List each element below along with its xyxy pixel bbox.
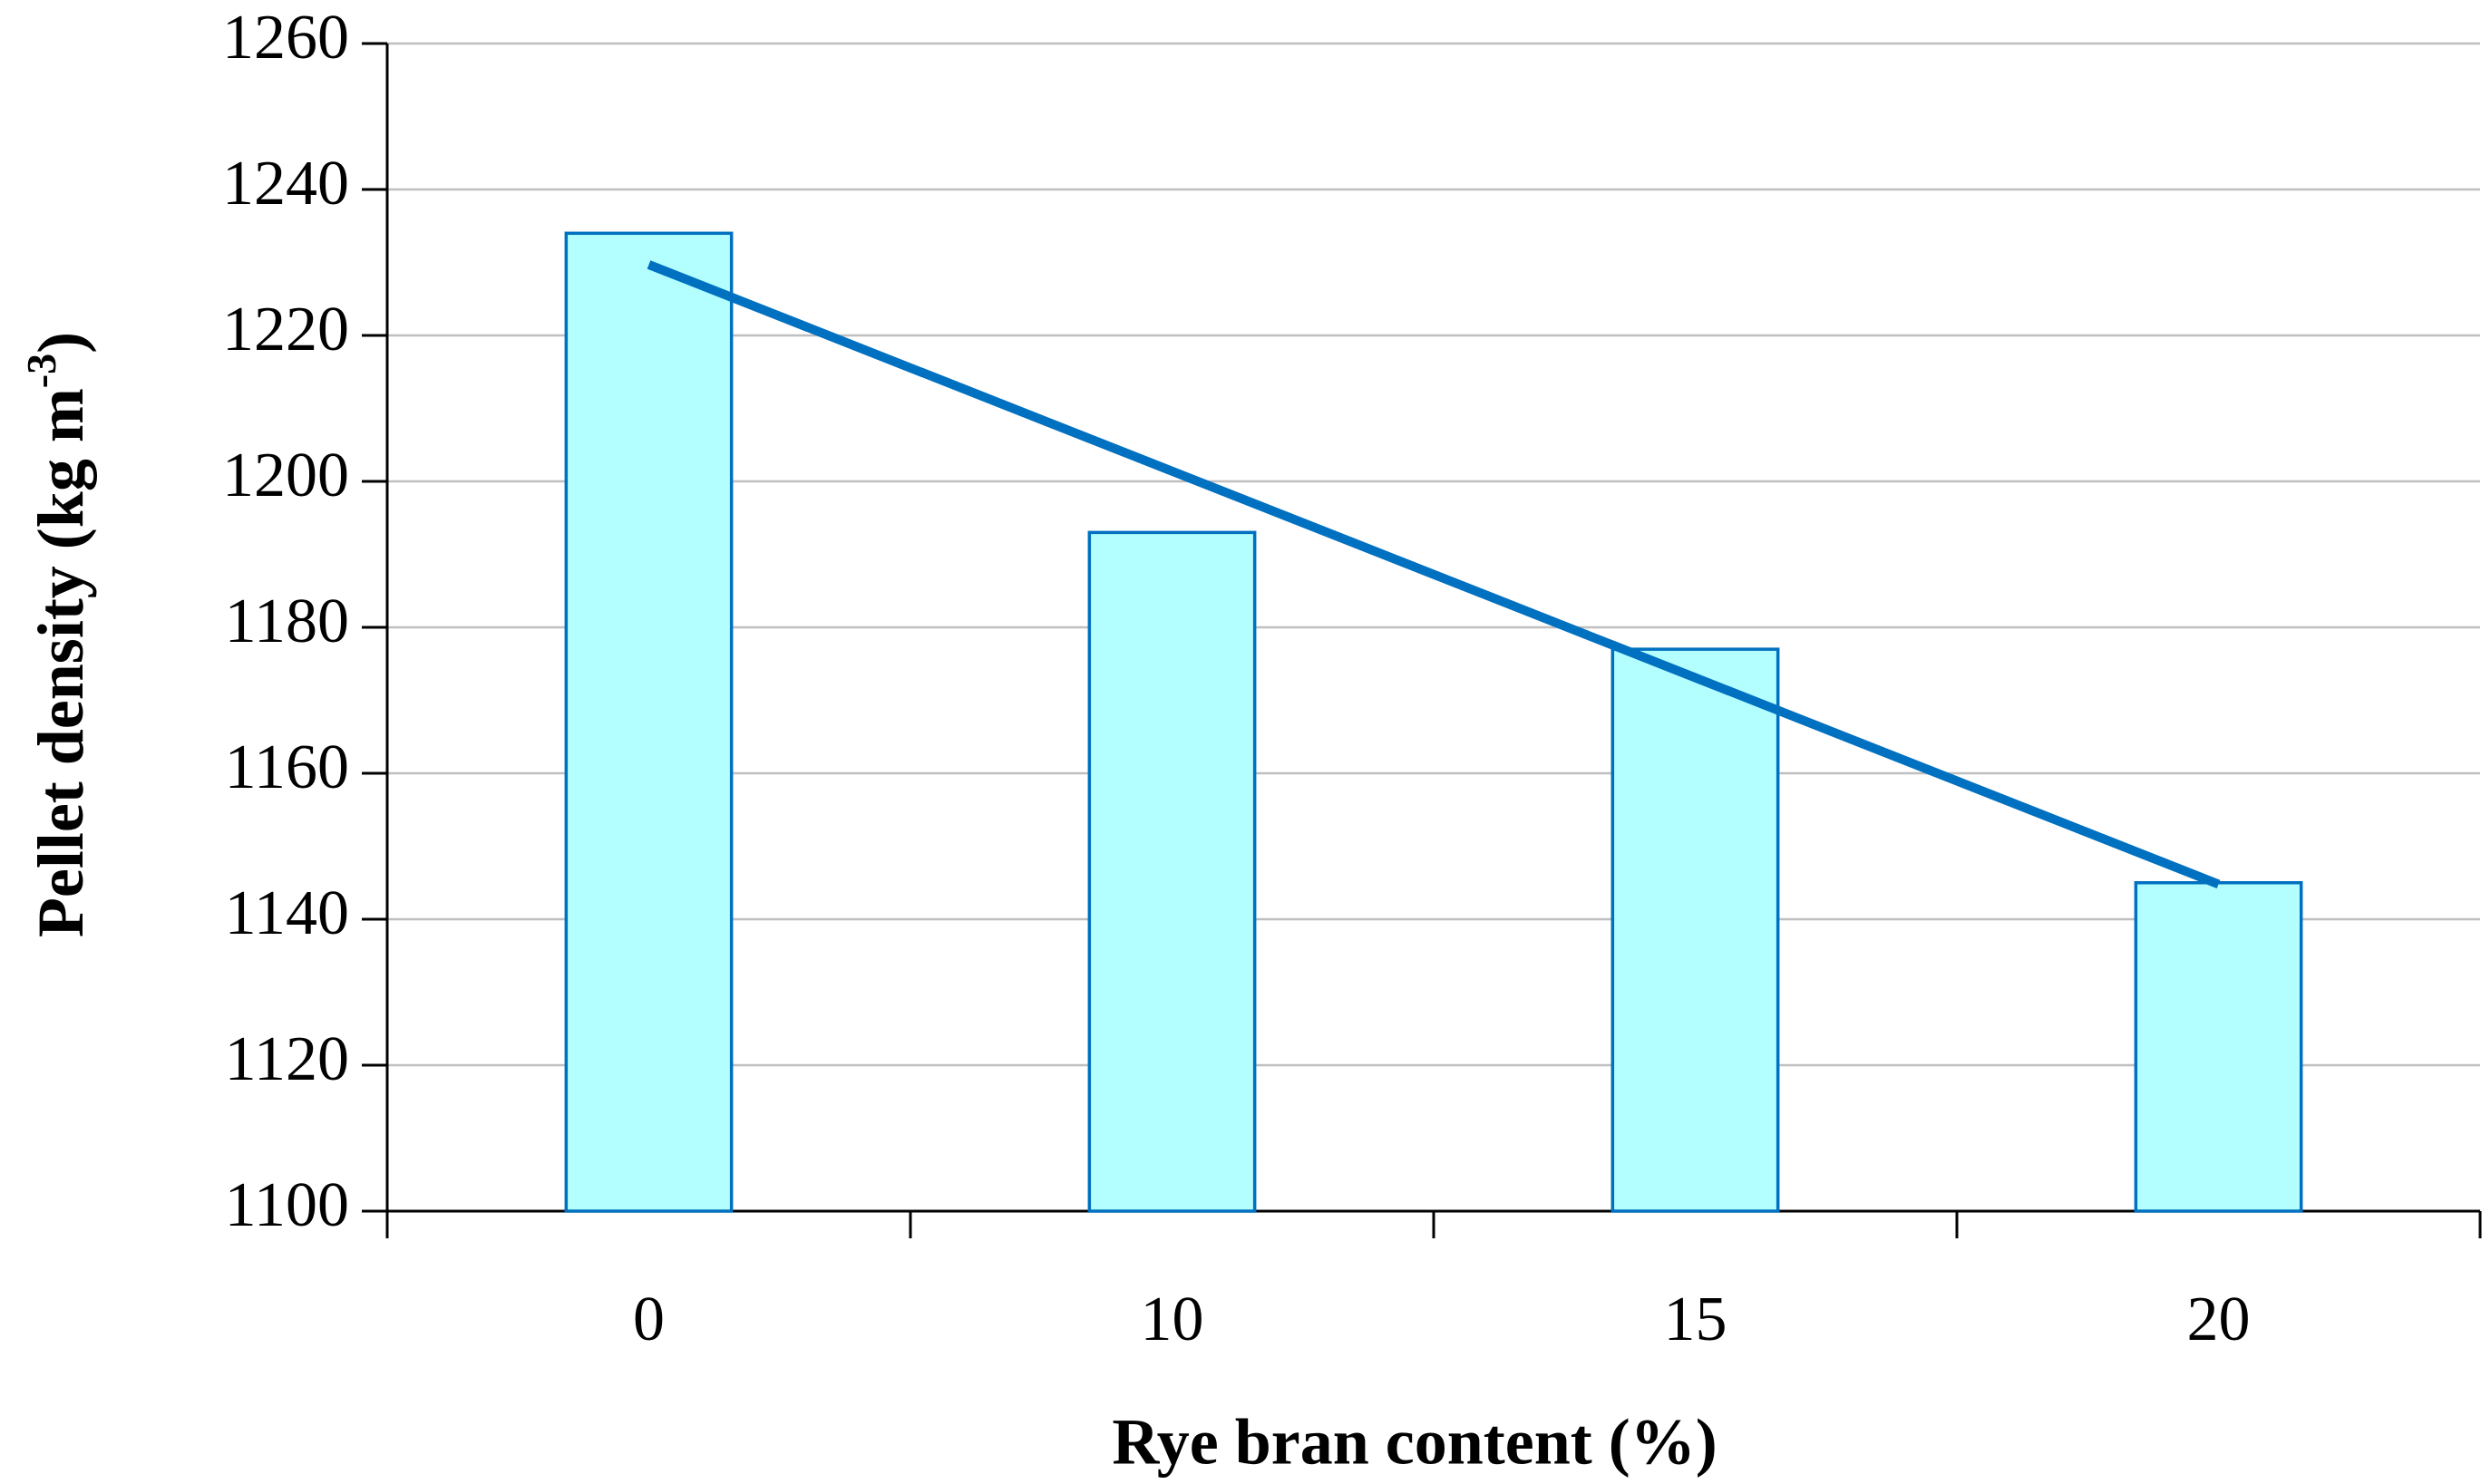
bar [1087,530,1257,1213]
y-tick-label: 1100 [225,1170,349,1240]
y-axis-title: Pellet density (kg m-3) [18,332,97,937]
y-tick-label: 1240 [222,149,349,218]
y-axis-title-end: ) [24,332,97,354]
x-tick-label: 15 [1664,1285,1727,1354]
y-tick-label: 1140 [225,878,349,948]
trendline [647,260,2221,889]
y-axis-title-text: Pellet density (kg m [24,388,97,937]
x-axis-title: Rye bran content (%) [1112,1406,1717,1479]
bar [1610,647,1780,1213]
bar [564,231,734,1213]
y-tick-label: 1200 [222,441,349,510]
y-tick-label: 1220 [222,295,349,364]
y-tick-label: 1180 [225,587,349,656]
x-tick-label: 0 [633,1285,665,1354]
x-tick-label: 20 [2187,1285,2251,1354]
y-tick-label: 1160 [225,732,349,802]
x-tick-label: 10 [1141,1285,1204,1354]
y-tick-label: 1260 [222,3,349,73]
y-axis-title-sup: -3 [18,354,64,388]
bar [2134,881,2303,1213]
y-tick-label: 1120 [225,1024,349,1094]
